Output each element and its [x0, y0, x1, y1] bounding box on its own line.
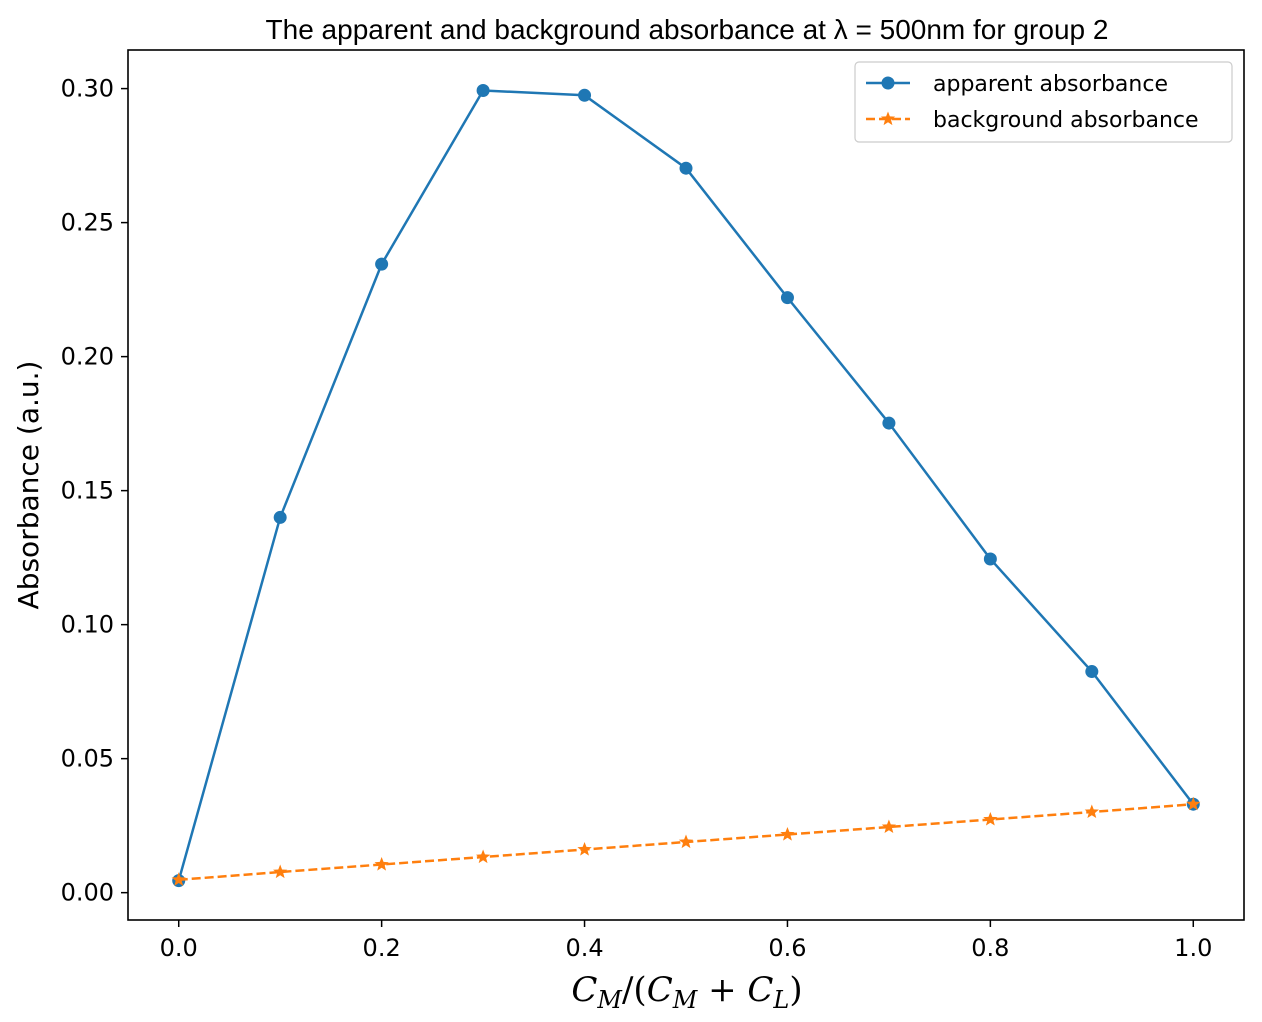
data-point-background [273, 864, 288, 879]
series-layer [171, 83, 1201, 888]
y-axis-label: Absorbance (a.u.) [12, 361, 45, 610]
y-tick-label: 0.15 [61, 477, 114, 505]
data-point-background [577, 842, 592, 856]
data-point-background [881, 819, 897, 834]
x-tick-label: 0.4 [565, 934, 603, 962]
data-point-background [1186, 796, 1201, 811]
legend: apparent absorbance background absorbanc… [854, 61, 1233, 143]
legend-marker-apparent [881, 76, 895, 90]
x-tick-label: 0.0 [160, 934, 198, 962]
data-point-background [983, 811, 998, 826]
data-point-apparent [375, 257, 389, 271]
plot-area [127, 49, 1245, 921]
data-point-background [780, 827, 795, 841]
y-tick-label: 0.30 [61, 75, 114, 103]
x-tick-label: 0.6 [768, 934, 806, 962]
y-tick-label: 0.10 [61, 611, 114, 639]
data-point-background [678, 834, 694, 849]
data-point-apparent [578, 88, 592, 102]
x-tick-label: 0.2 [363, 934, 401, 962]
y-tick-label: 0.20 [61, 343, 114, 371]
x-tick-label: 0.8 [971, 934, 1009, 962]
data-point-apparent [882, 416, 896, 430]
legend-label-background: background absorbance [933, 108, 1199, 133]
y-tick-label: 0.25 [61, 209, 114, 237]
legend-box [854, 61, 1233, 143]
data-point-apparent [780, 291, 794, 305]
legend-label-apparent: apparent absorbance [933, 72, 1168, 97]
data-point-background [171, 872, 186, 886]
data-point-apparent [679, 161, 693, 175]
series-line-apparent [177, 89, 1195, 881]
x-tick-label: 1.0 [1174, 934, 1212, 962]
data-point-apparent [273, 510, 287, 524]
y-tick-label: 0.00 [61, 879, 114, 907]
chart-title: The apparent and background absorbance a… [266, 14, 1109, 45]
legend-marker-background [880, 111, 896, 126]
x-axis: 0.0 0.2 0.4 0.6 0.8 1.0 [160, 920, 1212, 962]
data-point-background [475, 849, 491, 864]
data-point-apparent [983, 552, 997, 566]
data-point-apparent [1085, 665, 1099, 679]
data-point-background [1084, 804, 1099, 819]
x-axis-label: CM/(CM + CL) [571, 970, 802, 1014]
y-axis: 0.00 0.05 0.10 0.15 0.20 0.25 0.30 [61, 75, 128, 907]
data-point-apparent [476, 83, 490, 97]
y-tick-label: 0.05 [61, 745, 114, 773]
data-point-background [374, 857, 389, 871]
